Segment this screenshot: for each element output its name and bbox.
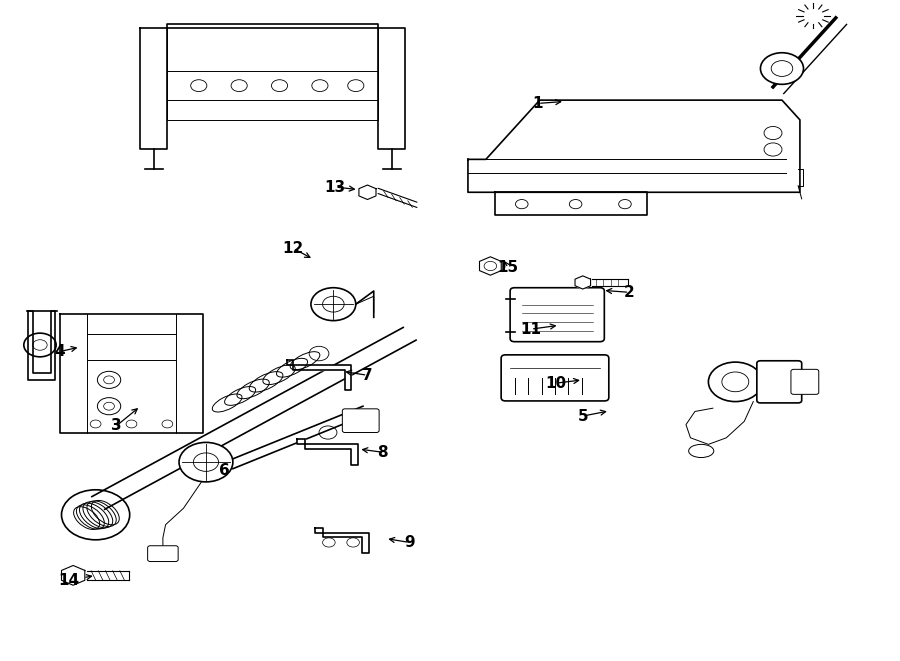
Text: 2: 2 <box>624 285 634 300</box>
FancyBboxPatch shape <box>510 288 604 342</box>
Polygon shape <box>140 24 405 149</box>
Text: 1: 1 <box>533 96 544 111</box>
Text: 9: 9 <box>404 535 415 550</box>
Polygon shape <box>287 360 351 390</box>
Text: 15: 15 <box>498 260 519 276</box>
Polygon shape <box>92 327 416 510</box>
FancyBboxPatch shape <box>791 369 819 395</box>
FancyBboxPatch shape <box>342 408 379 432</box>
Polygon shape <box>359 185 376 200</box>
Polygon shape <box>468 100 800 192</box>
Polygon shape <box>298 439 358 465</box>
Text: 11: 11 <box>520 322 541 336</box>
Polygon shape <box>61 565 85 585</box>
Text: 3: 3 <box>111 418 122 434</box>
FancyBboxPatch shape <box>757 361 802 403</box>
FancyBboxPatch shape <box>501 355 608 401</box>
Text: 12: 12 <box>283 241 303 256</box>
FancyBboxPatch shape <box>148 546 178 562</box>
Text: 8: 8 <box>377 445 388 460</box>
Text: 10: 10 <box>545 375 566 391</box>
Text: 7: 7 <box>362 368 373 383</box>
Polygon shape <box>480 256 501 275</box>
Polygon shape <box>315 528 369 553</box>
Polygon shape <box>28 311 55 380</box>
Polygon shape <box>575 276 590 289</box>
Circle shape <box>760 53 804 85</box>
Text: 6: 6 <box>219 463 230 477</box>
Text: 5: 5 <box>578 408 588 424</box>
Circle shape <box>708 362 762 402</box>
Text: 4: 4 <box>54 344 65 359</box>
Text: 13: 13 <box>325 180 346 194</box>
Circle shape <box>310 288 356 321</box>
Circle shape <box>179 442 233 482</box>
Polygon shape <box>59 314 203 432</box>
Polygon shape <box>495 192 647 215</box>
Polygon shape <box>233 407 363 469</box>
Text: 14: 14 <box>58 573 79 588</box>
